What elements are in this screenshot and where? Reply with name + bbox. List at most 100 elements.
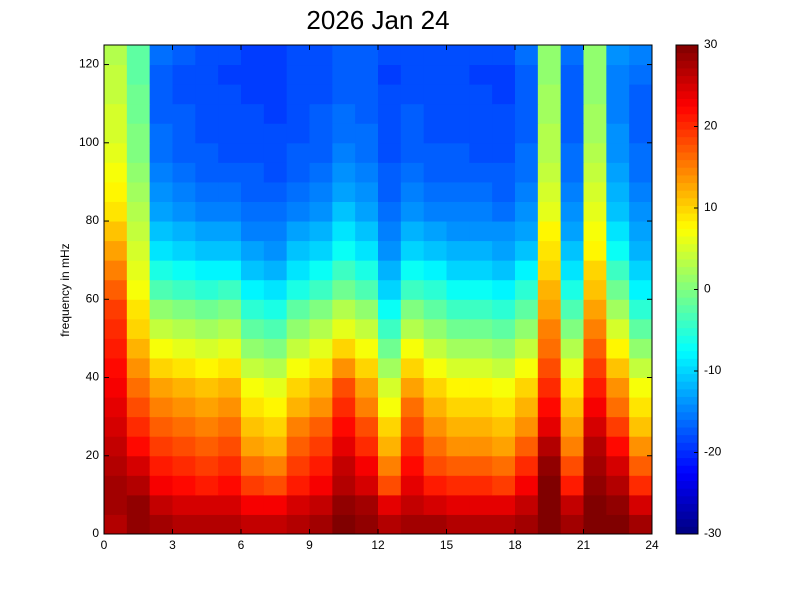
heatmap-cell — [332, 494, 356, 515]
heatmap-cell — [126, 260, 151, 281]
heatmap-cell — [629, 162, 653, 183]
heatmap-cell — [583, 64, 607, 85]
colorbar-swatch — [676, 182, 698, 191]
heatmap-cell — [149, 357, 173, 379]
heatmap-cell — [286, 103, 310, 124]
heatmap-cell — [149, 103, 173, 124]
heatmap-cell — [195, 64, 219, 85]
heatmap-cell — [515, 318, 539, 339]
heatmap-cell — [286, 436, 310, 457]
heatmap-cell — [492, 397, 516, 418]
heatmap-cell — [286, 494, 310, 515]
colorbar-swatch — [676, 197, 698, 206]
heatmap-cell — [172, 201, 196, 222]
heatmap-cell — [492, 416, 516, 437]
heatmap-cell — [606, 64, 630, 85]
heatmap-cell — [515, 397, 539, 418]
heatmap-cell — [104, 64, 128, 85]
heatmap-cell — [241, 299, 265, 320]
heatmap-cell — [355, 436, 379, 457]
heatmap-cell — [218, 162, 242, 183]
colorbar-swatch — [676, 167, 698, 176]
heatmap-cell — [126, 142, 151, 163]
heatmap-cell — [629, 377, 653, 398]
heatmap-cell — [537, 45, 562, 66]
heatmap-cell — [241, 318, 265, 339]
heatmap-cell — [195, 299, 219, 320]
heatmap-cell — [126, 318, 151, 339]
heatmap-cell — [537, 103, 562, 124]
heatmap-cell — [492, 260, 516, 281]
heatmap-cell — [332, 221, 356, 242]
heatmap-cell — [446, 260, 470, 281]
heatmap-cell — [400, 260, 425, 281]
heatmap-cell — [332, 260, 356, 281]
heatmap-cell — [583, 45, 607, 66]
heatmap-cell — [172, 240, 196, 261]
heatmap-cell — [126, 338, 151, 359]
heatmap-cell — [218, 142, 242, 163]
heatmap-cell — [560, 475, 584, 496]
heatmap-cell — [309, 201, 333, 222]
heatmap-cell — [469, 377, 493, 398]
heatmap-cell — [218, 221, 242, 242]
heatmap-cell — [195, 201, 219, 222]
heatmap-cell — [126, 64, 151, 85]
heatmap-cell — [241, 416, 265, 437]
y-axis-label: frequency in mHz — [58, 243, 72, 336]
heatmap-cell — [446, 357, 470, 379]
heatmap-cell — [515, 181, 539, 202]
heatmap-cell — [309, 162, 333, 183]
heatmap-cell — [309, 240, 333, 261]
heatmap-cell — [560, 45, 584, 66]
heatmap-cell — [583, 84, 607, 105]
heatmap-cell — [583, 514, 607, 535]
heatmap-cell — [218, 494, 242, 515]
heatmap-cell — [172, 377, 196, 398]
heatmap-cell — [378, 221, 402, 242]
heatmap-cell — [400, 64, 425, 85]
colorbar-tick-label: 0 — [704, 282, 711, 296]
heatmap-cell — [515, 514, 539, 535]
heatmap-cell — [560, 397, 584, 418]
heatmap-cell — [218, 397, 242, 418]
heatmap-cell — [492, 338, 516, 359]
heatmap-cell — [218, 64, 242, 85]
heatmap-cell — [218, 240, 242, 261]
heatmap-cell — [104, 455, 128, 476]
heatmap-cell — [195, 318, 219, 339]
heatmap-cell — [332, 514, 356, 535]
heatmap-cell — [560, 514, 584, 535]
heatmap-cell — [309, 436, 333, 457]
colorbar-swatch — [676, 350, 698, 359]
heatmap-cell — [560, 436, 584, 457]
heatmap-cell — [332, 201, 356, 222]
heatmap — [104, 45, 653, 535]
heatmap-cell — [263, 338, 288, 359]
heatmap-cell — [241, 397, 265, 418]
heatmap-cell — [309, 260, 333, 281]
heatmap-cell — [172, 142, 196, 163]
heatmap-cell — [126, 84, 151, 105]
heatmap-cell — [469, 338, 493, 359]
heatmap-cell — [560, 103, 584, 124]
heatmap-cell — [195, 455, 219, 476]
heatmap-cell — [126, 475, 151, 496]
heatmap-cell — [560, 221, 584, 242]
heatmap-cell — [218, 514, 242, 535]
heatmap-cell — [400, 377, 425, 398]
colorbar-swatch — [676, 495, 698, 504]
heatmap-cell — [606, 45, 630, 66]
heatmap-cell — [263, 64, 288, 85]
heatmap-cell — [423, 338, 447, 359]
heatmap-cell — [423, 299, 447, 320]
heatmap-cell — [218, 260, 242, 281]
heatmap-cell — [515, 162, 539, 183]
heatmap-cell — [606, 299, 630, 320]
heatmap-cell — [241, 162, 265, 183]
colorbar-swatch — [676, 434, 698, 443]
heatmap-cell — [149, 338, 173, 359]
heatmap-cell — [149, 84, 173, 105]
heatmap-cell — [309, 45, 333, 66]
heatmap-cell — [606, 318, 630, 339]
